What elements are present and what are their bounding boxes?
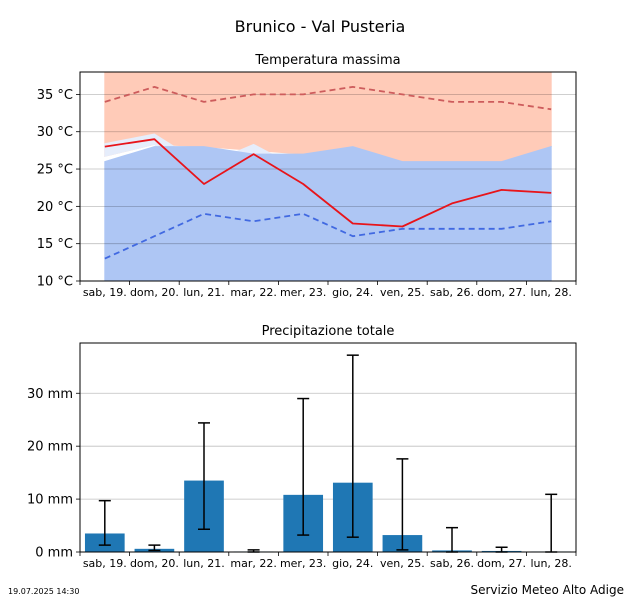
temperature-x-tick-label: sab, 26. — [430, 286, 474, 299]
figure-title: Brunico - Val Pusteria — [235, 17, 406, 36]
temperature-y-tick-label: 10 °C — [37, 275, 73, 290]
temperature-x-tick-label: sab, 19. — [83, 286, 127, 299]
precipitation-y-tick-label: 20 mm — [27, 440, 73, 455]
temperature-y-tick-label: 20 °C — [37, 200, 73, 215]
timestamp: 19.07.2025 14:30 — [8, 587, 79, 596]
temperature-x-tick-label: lun, 21. — [183, 286, 225, 299]
temperature-x-tick-label: dom, 27. — [477, 286, 526, 299]
precipitation-y-tick-label: 0 mm — [35, 546, 73, 561]
temperature-y-tick-label: 30 °C — [37, 125, 73, 140]
precipitation-x-tick-label: gio, 24. — [332, 557, 373, 570]
precipitation-x-tick-label: lun, 21. — [183, 557, 225, 570]
precipitation-x-tick-label: ven, 25. — [380, 557, 425, 570]
precipitation-axes-frame — [79, 342, 577, 553]
precipitation-x-tick-label: dom, 27. — [477, 557, 526, 570]
temperature-x-tick-label: ven, 25. — [380, 286, 425, 299]
precipitation-x-tick-label: mer, 23. — [280, 557, 327, 570]
temperature-x-tick-label: dom, 20. — [130, 286, 179, 299]
temperature-x-tick-label: gio, 24. — [332, 286, 373, 299]
temperature-x-tick-label: mar, 22. — [230, 286, 276, 299]
temperature-y-tick-label: 25 °C — [37, 163, 73, 178]
precipitation-x-tick-label: dom, 20. — [130, 557, 179, 570]
temperature-chart-title: Temperatura massima — [254, 53, 400, 68]
precipitation-chart: 0 mm 10 mm 20 mm 30 mm sab, 19. dom, 20. lun, … — [27, 342, 577, 570]
temperature-band-lower-range — [104, 145, 552, 282]
temperature-y-tick-label: 35 °C — [37, 88, 73, 103]
precipitation-x-tick-label: sab, 19. — [83, 557, 127, 570]
precipitation-y-tick-label: 10 mm — [27, 493, 73, 508]
temperature-x-tick-label: mer, 23. — [280, 286, 327, 299]
temperature-series-median — [104, 138, 552, 228]
precipitation-x-tick-label: lun, 28. — [530, 557, 572, 570]
precipitation-chart-title: Precipitazione totale — [262, 324, 395, 339]
precipitation-x-tick-label: sab, 26. — [430, 557, 474, 570]
precipitation-x-tick-label: mar, 22. — [230, 557, 276, 570]
temperature-y-tick-label: 15 °C — [37, 237, 73, 252]
source-credit: Servizio Meteo Alto Adige — [471, 583, 625, 597]
temperature-x-tick-label: lun, 28. — [530, 286, 572, 299]
precipitation-y-tick-label: 30 mm — [27, 387, 73, 402]
temperature-series-min — [104, 212, 552, 260]
